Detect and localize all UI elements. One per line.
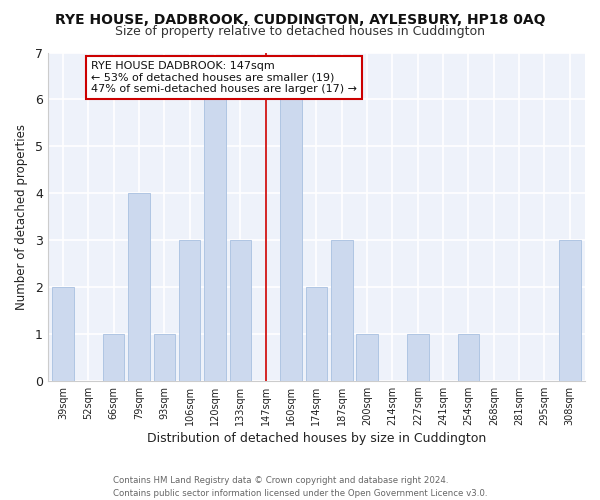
Text: RYE HOUSE DADBROOK: 147sqm
← 53% of detached houses are smaller (19)
47% of semi: RYE HOUSE DADBROOK: 147sqm ← 53% of deta… bbox=[91, 61, 357, 94]
Bar bbox=[128, 193, 150, 380]
X-axis label: Distribution of detached houses by size in Cuddington: Distribution of detached houses by size … bbox=[147, 432, 486, 445]
Bar bbox=[154, 334, 175, 380]
Text: Contains HM Land Registry data © Crown copyright and database right 2024.
Contai: Contains HM Land Registry data © Crown c… bbox=[113, 476, 487, 498]
Bar bbox=[407, 334, 428, 380]
Text: RYE HOUSE, DADBROOK, CUDDINGTON, AYLESBURY, HP18 0AQ: RYE HOUSE, DADBROOK, CUDDINGTON, AYLESBU… bbox=[55, 12, 545, 26]
Bar bbox=[230, 240, 251, 380]
Bar bbox=[204, 100, 226, 380]
Bar bbox=[356, 334, 378, 380]
Bar bbox=[458, 334, 479, 380]
Y-axis label: Number of detached properties: Number of detached properties bbox=[15, 124, 28, 310]
Bar bbox=[331, 240, 353, 380]
Bar bbox=[305, 287, 327, 380]
Bar bbox=[103, 334, 124, 380]
Bar bbox=[280, 100, 302, 380]
Bar bbox=[559, 240, 581, 380]
Bar bbox=[179, 240, 200, 380]
Text: Size of property relative to detached houses in Cuddington: Size of property relative to detached ho… bbox=[115, 25, 485, 38]
Bar bbox=[52, 287, 74, 380]
